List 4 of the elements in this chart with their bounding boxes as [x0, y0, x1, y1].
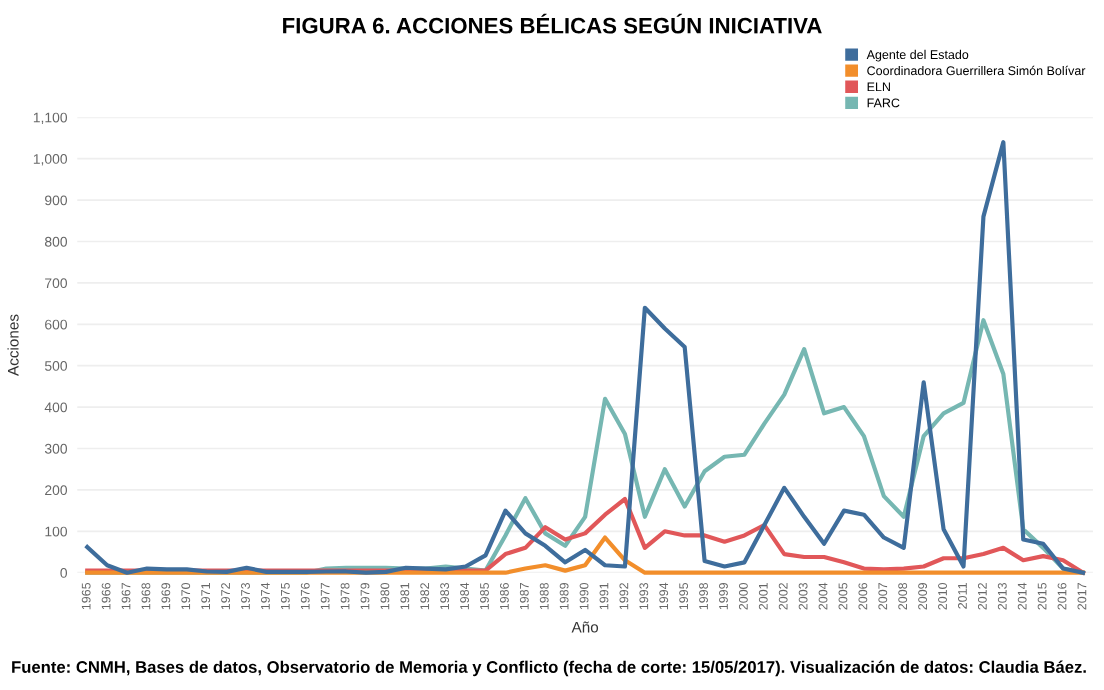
line-series [85, 140, 1086, 575]
chart-title: FIGURA 6. ACCIONES BÉLICAS SEGÚN INICIATIVA [283, 13, 822, 34]
source-note: Fuente: CNMH, Bases de datos, Observatorio de Memoria y Conflicto (fecha de corte: 15/05/2017). Visualización de datos: Claudia Báez. [12, 660, 1086, 677]
line-series [85, 535, 1086, 575]
